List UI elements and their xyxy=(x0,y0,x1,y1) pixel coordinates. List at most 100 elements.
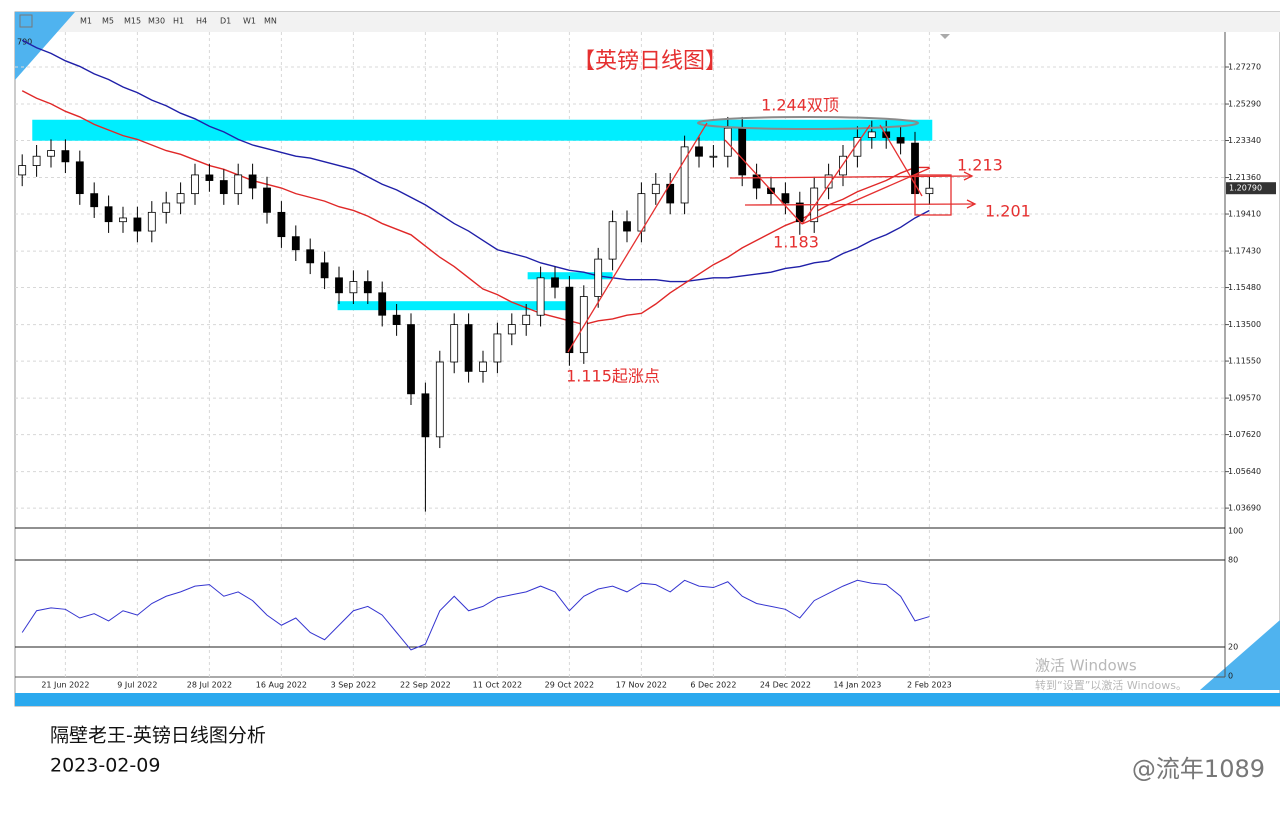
footer-date: 2023-02-09 xyxy=(50,755,160,777)
y-tick-label: 1.09570 xyxy=(1228,394,1261,403)
candle-body xyxy=(306,249,315,264)
candle-body xyxy=(147,211,156,232)
corner-decoration xyxy=(1200,620,1280,690)
candle-body xyxy=(61,150,70,163)
watermark-title: 激活 Windows xyxy=(1035,657,1137,675)
candle-body xyxy=(162,202,171,213)
timeframe-button[interactable]: MN xyxy=(264,17,277,26)
candle-body xyxy=(277,211,286,238)
rsi-tick-label: 0 xyxy=(1228,672,1233,681)
candle-body xyxy=(421,393,430,438)
candle-body xyxy=(32,155,41,166)
annotation: 1.213 xyxy=(957,156,1003,175)
candle-body xyxy=(363,281,372,294)
candle-body xyxy=(781,193,790,204)
timeframe-button[interactable]: M5 xyxy=(102,17,114,26)
candle-body xyxy=(349,281,358,294)
annotation: 1.183 xyxy=(773,233,819,252)
last-price-label: 1.20790 xyxy=(1229,184,1262,193)
trend-line xyxy=(801,124,871,225)
candle-body xyxy=(219,180,228,195)
y-tick-label: 1.27270 xyxy=(1228,62,1261,71)
candle-body xyxy=(119,217,127,223)
candle-body xyxy=(248,174,257,189)
x-tick-label: 29 Oct 2022 xyxy=(545,681,594,690)
timeframe-button[interactable]: W1 xyxy=(243,17,256,26)
rsi-tick-label: 80 xyxy=(1228,556,1238,565)
annotation: 1.115起涨点 xyxy=(566,367,660,386)
candle-body xyxy=(565,286,574,354)
timeframe-button[interactable]: D1 xyxy=(220,17,231,26)
candle-body xyxy=(709,155,718,158)
annotation: 1.201 xyxy=(985,202,1031,221)
x-tick-label: 11 Oct 2022 xyxy=(473,681,522,690)
y-tick-label: 1.25290 xyxy=(1228,100,1261,109)
candle-body xyxy=(133,217,142,232)
y-tick-label: 1.11550 xyxy=(1228,357,1261,366)
y-tick-label: 1.21360 xyxy=(1228,173,1261,182)
candle-body xyxy=(522,314,531,325)
candle-body xyxy=(176,193,185,204)
y-tick-label: 1.03690 xyxy=(1228,504,1261,513)
candle-body xyxy=(291,236,300,251)
candle-body xyxy=(263,187,271,213)
level-line xyxy=(744,203,976,206)
tool-icon xyxy=(19,14,33,28)
trend-line xyxy=(724,139,803,225)
x-tick-label: 28 Jul 2022 xyxy=(187,681,232,690)
moving-average xyxy=(21,39,930,283)
level-line xyxy=(729,175,973,179)
timeframe-button[interactable]: H4 xyxy=(196,17,207,26)
y-tick-label: 1.13500 xyxy=(1228,320,1261,329)
scroll-marker xyxy=(940,34,950,39)
arrow-head xyxy=(963,171,974,181)
price-zone xyxy=(32,119,933,141)
chart-frame xyxy=(14,11,1280,707)
candle-body xyxy=(896,137,905,144)
corner-decoration xyxy=(15,12,75,80)
rsi-line xyxy=(21,579,930,651)
candle-body xyxy=(392,314,401,325)
candle-body xyxy=(75,161,84,195)
x-tick-label: 17 Nov 2022 xyxy=(616,681,667,690)
candle-body xyxy=(536,277,545,316)
x-tick-label: 2 Feb 2023 xyxy=(907,681,952,690)
candle-body xyxy=(651,183,660,195)
timeframe-button[interactable]: H1 xyxy=(173,17,184,26)
y-tick-label: 1.15480 xyxy=(1228,283,1261,292)
x-tick-label: 16 Aug 2022 xyxy=(256,681,307,690)
candle-body xyxy=(191,174,199,195)
double-top-ellipse xyxy=(697,116,919,130)
y-tick-label: 1.05640 xyxy=(1228,467,1261,476)
candle-body xyxy=(637,193,646,232)
candle-body xyxy=(551,277,559,288)
arrow-head xyxy=(966,199,977,209)
candle-body xyxy=(594,258,603,297)
y-tick-label: 1.19410 xyxy=(1228,210,1261,219)
timeframe-button[interactable]: M1 xyxy=(80,17,92,26)
candle-body xyxy=(839,155,847,176)
chart-title: 【英镑日线图】 xyxy=(573,49,727,74)
x-tick-label: 6 Dec 2022 xyxy=(690,681,736,690)
plot: 1.27270 1.25290 1.23340 1.21360 1.19410 1.174… xyxy=(15,32,1276,690)
candle-body xyxy=(695,146,703,157)
x-tick-label: 3 Sep 2022 xyxy=(331,681,377,690)
candle-body xyxy=(464,324,473,372)
x-tick-label: 9 Jul 2022 xyxy=(117,681,157,690)
x-tick-label: 24 Dec 2022 xyxy=(760,681,811,690)
timeframe-button[interactable]: M30 xyxy=(148,17,165,26)
footer-title: 隔壁老王-英镑日线图分析 xyxy=(50,725,266,747)
last-price-marker xyxy=(1226,182,1276,195)
timeframe-button[interactable]: M15 xyxy=(124,17,141,26)
rsi-tick-label: 20 xyxy=(1228,643,1238,652)
x-tick-label: 14 Jan 2023 xyxy=(833,681,881,690)
price-zone xyxy=(337,301,568,311)
candle-body xyxy=(205,174,214,181)
toolbar xyxy=(15,12,1280,32)
x-tick-label: 21 Jun 2022 xyxy=(41,681,89,690)
candle-body xyxy=(407,324,415,395)
candle-body xyxy=(507,324,516,335)
y-tick-label: 1.07620 xyxy=(1228,430,1261,439)
candle-body xyxy=(450,324,459,363)
